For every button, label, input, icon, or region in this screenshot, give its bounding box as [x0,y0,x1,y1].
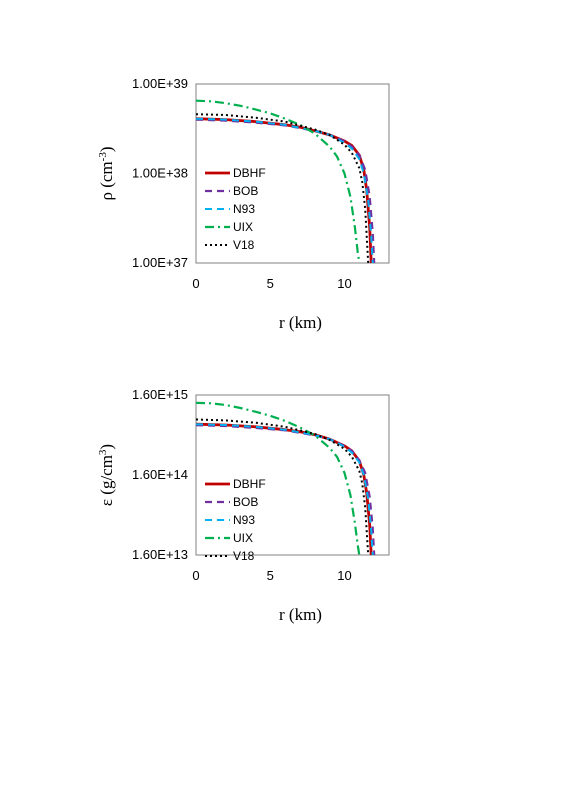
chart2-legend-label-n93: N93 [233,513,255,527]
chart1-y-axis-title-part-0: ρ (cm [97,161,116,200]
chart1-x-tick-label-0: 0 [192,276,199,291]
chart2-y-axis-title-part-1: 3 [97,449,109,455]
chart1-x-axis-title: r (km) [279,313,322,332]
chart1-y-axis-title: ρ (cm-3) [97,146,116,200]
chart2-y-axis-title-part-2: ) [97,444,116,450]
chart1-legend-label-n93: N93 [233,202,255,216]
chart2-x-tick-label-2: 10 [337,568,351,583]
chart2-legend-label-uix: UIX [233,531,253,545]
chart2-x-tick-label-1: 5 [267,568,274,583]
chart2-x-tick-label-0: 0 [192,568,199,583]
chart2-plot-frame [195,394,390,556]
chart1-legend-label-bob: BOB [233,184,258,198]
chart2-series-uix-line [196,401,361,555]
chart1-series-v18-line [196,113,370,263]
chart1-x-tick-label-1: 5 [267,276,274,291]
chart2-legend-label-bob: BOB [233,495,258,509]
chart1-group: 1.00E+39 1.00E+38 1.00E+37 0 5 10 r (km) ρ (cm-… [97,76,390,332]
chart1-legend-label-uix: UIX [233,220,253,234]
chart1-y-tick-label-2: 1.00E+37 [132,255,188,270]
chart2-series-dbhf-line [196,422,373,555]
chart1-x-tick-label-2: 10 [337,276,351,291]
chart1-legend-label-dbhf: DBHF [233,166,266,180]
chart2-group: 1.60E+15 1.60E+14 1.60E+13 0 5 10 r (km) ε (g/c… [97,387,390,624]
chart2-y-tick-label-0: 1.60E+15 [132,387,188,402]
chart1-y-tick-label-0: 1.00E+39 [132,76,188,91]
chart2-y-tick-label-2: 1.60E+13 [132,547,188,562]
chart2-series-v18-line [196,418,370,555]
chart2-legend-label-dbhf: DBHF [233,477,266,491]
chart1-y-axis-title-part-2: ) [97,146,116,152]
chart2-x-axis-title: r (km) [279,605,322,624]
chart2-series-bob-line [196,424,376,555]
chart1-series-bob-line [196,118,376,263]
chart2-y-tick-label-1: 1.60E+14 [132,467,188,482]
chart1-legend-label-v18: V18 [233,238,255,252]
chart1-series-uix-line [196,99,361,263]
chart2-y-axis-title-part-0: ε (g/cm [97,455,116,506]
chart2-y-axis-title: ε (g/cm3) [97,444,116,506]
chart1-y-tick-label-1: 1.00E+38 [132,166,188,181]
chart2-series-n93-line [196,423,374,555]
chart1-plot-frame [195,83,390,264]
chart2-legend-label-v18: V18 [233,549,255,563]
chart1-y-axis-title-part-1: -3 [97,152,109,162]
chart1-series-n93-line [196,117,374,263]
